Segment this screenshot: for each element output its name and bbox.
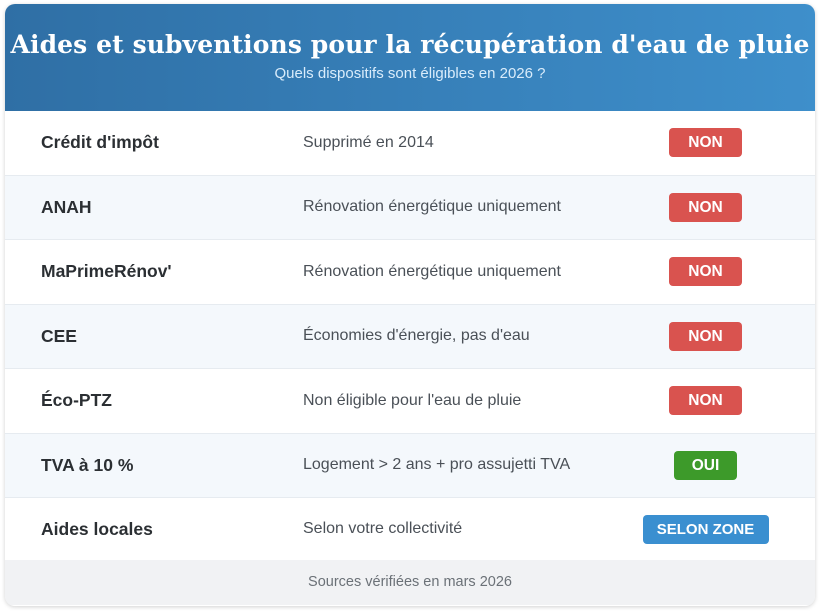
aid-name: MaPrimeRénov'	[41, 261, 172, 282]
card-header: Aides et subventions pour la récupératio…	[5, 4, 815, 111]
aid-description: Logement > 2 ans + pro assujetti TVA	[303, 456, 571, 474]
page-title: Aides et subventions pour la récupératio…	[10, 30, 810, 59]
aid-description: Selon votre collectivité	[303, 520, 463, 537]
aid-name: Éco-PTZ	[41, 390, 112, 411]
sources-footer: Sources vérifiées en mars 2026	[5, 560, 815, 605]
aid-name: TVA à 10 %	[41, 454, 134, 475]
table-row: CEE Économies d'énergie, pas d'eau NON	[5, 304, 815, 369]
aid-description: Économies d'énergie, pas d'eau	[303, 327, 530, 345]
status-badge: NON	[669, 386, 742, 416]
table-row: ANAH Rénovation énergétique uniquement N…	[5, 175, 815, 240]
aid-name: CEE	[41, 325, 77, 346]
aid-description: Rénovation énergétique uniquement	[303, 262, 561, 280]
table-row: Éco-PTZ Non éligible pour l'eau de pluie…	[5, 369, 815, 434]
table-row: MaPrimeRénov' Rénovation énergétique uni…	[5, 240, 815, 305]
aids-card: Aides et subventions pour la récupératio…	[5, 4, 815, 606]
status-badge: NON	[669, 321, 742, 351]
aid-name: ANAH	[41, 196, 92, 217]
table-row: Crédit d'impôt Supprimé en 2014 NON	[5, 111, 815, 176]
page-subtitle: Quels dispositifs sont éligibles en 2026…	[274, 65, 546, 82]
aid-description: Non éligible pour l'eau de pluie	[303, 391, 522, 409]
aid-name: Aides locales	[41, 518, 153, 539]
table-row: Aides locales Selon votre collectivité S…	[5, 498, 815, 560]
aids-table: Crédit d'impôt Supprimé en 2014 NON ANAH…	[5, 111, 815, 560]
aid-description: Supprimé en 2014	[303, 133, 434, 151]
aid-name: Crédit d'impôt	[41, 132, 159, 153]
status-badge: NON	[669, 192, 742, 222]
status-badge: SELON ZONE	[642, 514, 769, 544]
status-badge: NON	[669, 128, 742, 158]
aid-description: Rénovation énergétique uniquement	[303, 198, 561, 216]
status-badge: NON	[669, 257, 742, 287]
table-row: TVA à 10 % Logement > 2 ans + pro assuje…	[5, 433, 815, 498]
status-badge: OUI	[674, 450, 737, 480]
